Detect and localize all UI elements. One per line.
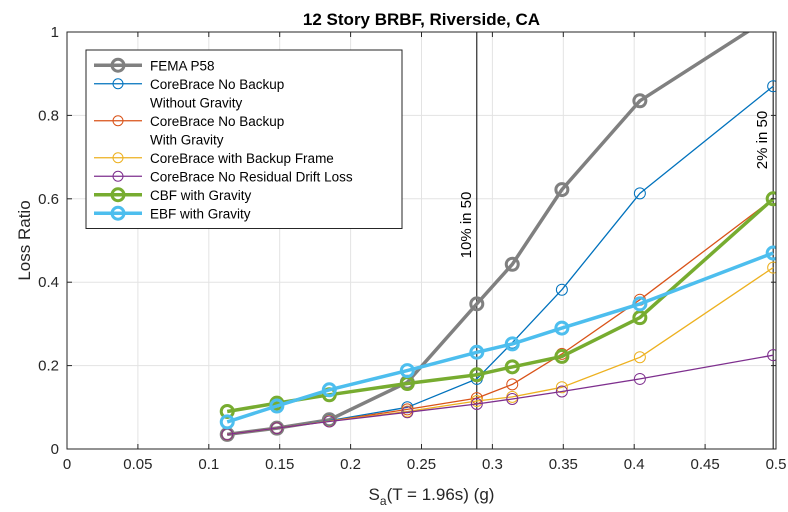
y-tick-label: 1 [51, 24, 59, 41]
data-point-marker [399, 363, 415, 379]
series-line [226, 251, 774, 424]
x-tick-label: 0.4 [624, 456, 645, 473]
data-point-marker [555, 385, 568, 398]
legend-label: CoreBrace No Backup [150, 114, 284, 129]
data-point-marker [470, 397, 483, 410]
data-point-marker [633, 351, 646, 364]
data-point-marker [554, 182, 570, 198]
data-point-marker [504, 336, 520, 352]
data-point-marker [321, 382, 337, 398]
data-point-marker [554, 320, 570, 336]
y-tick-label: 0.6 [38, 191, 59, 208]
y-tick-label: 0.8 [38, 107, 59, 124]
y-tick-label: 0.2 [38, 358, 59, 375]
legend-swatch-marker [112, 152, 124, 164]
data-point-marker [767, 349, 776, 362]
data-point-marker [555, 381, 568, 394]
chart-title: 12 Story BRBF, Riverside, CA [303, 10, 540, 29]
data-point-marker [323, 415, 336, 428]
x-tick-label: 0 [63, 456, 71, 473]
legend-label: FEMA P58 [150, 58, 215, 73]
axis-ticks: 0 0.05 0.1 0.15 0.2 0.25 0.3 0.35 0.4 0.45 0.5 0 0.2… [38, 24, 786, 473]
data-point-marker [469, 367, 485, 383]
legend-swatch-marker [112, 115, 124, 127]
data-point-marker [470, 395, 483, 408]
data-point-marker [270, 422, 283, 435]
x-tick-label: 0.45 [690, 456, 719, 473]
data-point-marker [632, 93, 648, 109]
series-lines [219, 32, 776, 442]
x-tick-label: 0.05 [123, 456, 152, 473]
legend-swatch-marker [110, 187, 126, 203]
y-tick-label: 0 [51, 441, 59, 458]
x-axis-title-symbol: S [369, 485, 380, 504]
hazard-line-label: 10% in 50 [458, 192, 475, 259]
legend-swatch-marker [110, 57, 126, 73]
data-point-marker [767, 80, 776, 93]
data-point-marker [219, 403, 235, 419]
hazard-line-label: 2% in 50 [754, 111, 771, 169]
data-point-marker [504, 256, 520, 272]
x-tick-label: 0.1 [198, 456, 219, 473]
data-point-marker [765, 191, 776, 207]
legend-label: EBF with Gravity [150, 206, 251, 221]
legend-label: With Gravity [150, 132, 224, 147]
legend-box [85, 49, 403, 229]
x-axis-title: Sa(T = 1.96s) (g) [369, 485, 495, 508]
data-point-marker [401, 406, 414, 419]
data-point-marker [555, 283, 568, 296]
legend-label: CBF with Gravity [150, 188, 252, 203]
x-tick-label: 0.2 [340, 456, 361, 473]
x-tick-label: 0.5 [766, 456, 787, 473]
data-point-marker [269, 398, 285, 414]
data-point-marker [767, 261, 776, 274]
data-point-marker [632, 296, 648, 312]
data-point-marker [506, 378, 519, 391]
x-tick-label: 0.3 [482, 456, 503, 473]
data-point-marker [765, 245, 776, 261]
x-axis-title-subscript: a [380, 494, 387, 508]
legend-label: CoreBrace No Backup [150, 77, 284, 92]
y-axis-title: Loss Ratio [15, 200, 34, 280]
data-point-marker [633, 372, 646, 385]
x-axis-title-rest: (T = 1.96s) (g) [387, 485, 495, 504]
legend-label: Without Gravity [150, 95, 243, 110]
legend: FEMA P58 CoreBrace No Backup Without Gravi… [85, 49, 403, 229]
legend-label: CoreBrace with Backup Frame [150, 151, 334, 166]
legend-label: CoreBrace No Residual Drift Loss [150, 169, 353, 184]
data-point-marker [632, 310, 648, 326]
data-point-marker [554, 348, 570, 364]
legend-swatch-marker [112, 78, 124, 90]
x-tick-label: 0.15 [265, 456, 294, 473]
data-point-marker [469, 344, 485, 360]
series-line [227, 354, 774, 436]
x-tick-label: 0.35 [549, 456, 578, 473]
data-point-marker [506, 392, 519, 405]
legend-swatch-marker [112, 170, 124, 182]
data-point-marker [633, 187, 646, 200]
hazard-level-lines: 10% in 50 2% in 50 [458, 32, 774, 449]
data-point-marker [469, 296, 485, 312]
data-point-marker [219, 414, 235, 430]
x-tick-label: 0.25 [407, 456, 436, 473]
data-point-marker [504, 359, 520, 375]
y-tick-label: 0.4 [38, 274, 59, 291]
legend-swatch-marker [110, 205, 126, 221]
